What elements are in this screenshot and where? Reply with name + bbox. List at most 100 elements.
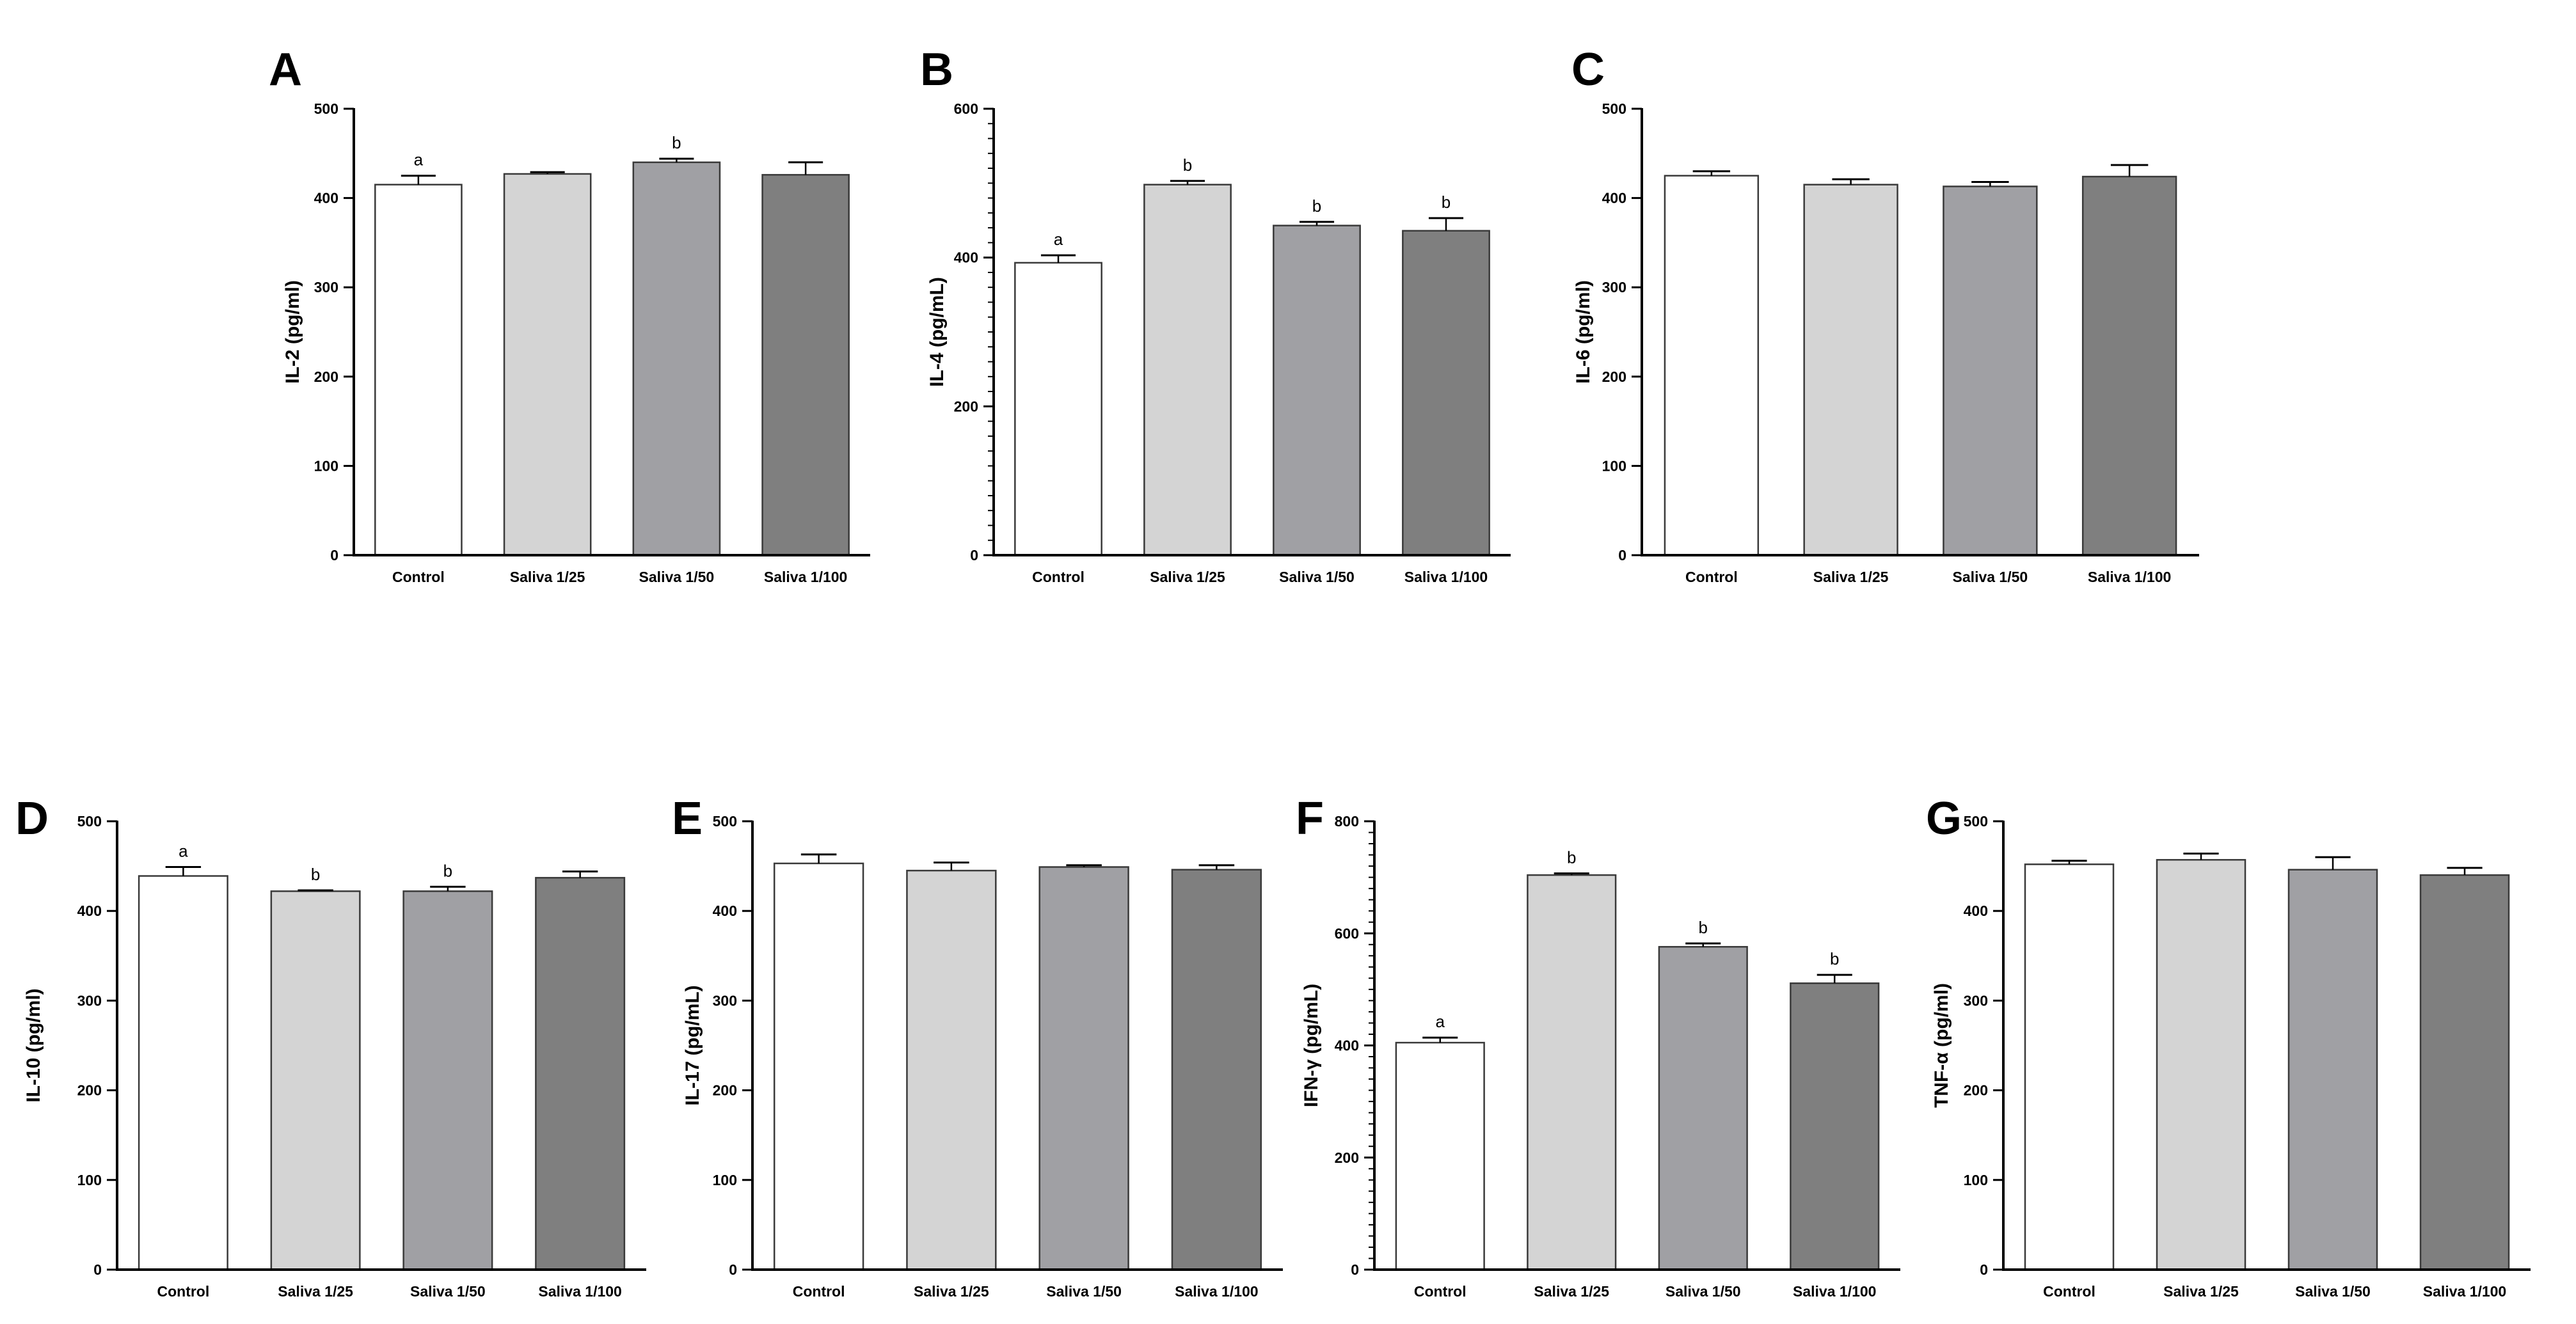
bar-g-4 — [2419, 874, 2510, 1271]
y-tick-label-c-400: 400 — [1602, 190, 1626, 207]
error-bar-c-2 — [1832, 178, 1870, 185]
bar-g-2 — [2156, 859, 2246, 1271]
y-tick-label-f-200: 200 — [1335, 1149, 1359, 1166]
bar-a-2 — [503, 173, 592, 556]
panel-b: B IL-4 (pg/mL) a Control b Saliva 1/25 b Saliva… — [920, 44, 1511, 585]
error-bar-f-2 — [1554, 872, 1589, 876]
y-tick-label-g-500: 500 — [1964, 813, 1988, 830]
category-label-f-1: Control — [1414, 1283, 1467, 1300]
panel-letter-d: D — [15, 793, 49, 844]
bar-d-1 — [138, 875, 228, 1271]
error-bar-b-2 — [1170, 180, 1205, 185]
error-bar-e-1 — [800, 853, 837, 863]
y-tick-label-a-500: 500 — [314, 100, 338, 117]
category-label-a-3: Saliva 1/50 — [639, 569, 715, 585]
significance-f-2: b — [1567, 847, 1576, 867]
category-label-b-2: Saliva 1/25 — [1150, 569, 1225, 585]
category-label-f-3: Saliva 1/50 — [1666, 1283, 1741, 1300]
y-tick-label-f-600: 600 — [1335, 925, 1359, 942]
significance-b-4: b — [1442, 193, 1451, 212]
y-tick-label-a-100: 100 — [314, 457, 338, 474]
category-label-e-3: Saliva 1/50 — [1046, 1283, 1122, 1300]
category-label-c-1: Control — [1685, 569, 1738, 585]
category-label-c-2: Saliva 1/25 — [1813, 569, 1889, 585]
category-label-d-3: Saliva 1/50 — [410, 1283, 486, 1300]
error-bar-a-4 — [788, 161, 823, 175]
category-label-g-3: Saliva 1/50 — [2295, 1283, 2371, 1300]
bar-a-4 — [761, 174, 850, 556]
y-tick-label-c-100: 100 — [1602, 457, 1626, 474]
bar-b-3 — [1273, 225, 1361, 556]
significance-a-3: b — [672, 133, 681, 152]
y-tick-label-c-500: 500 — [1602, 100, 1626, 117]
error-bar-b-3 — [1299, 221, 1335, 226]
significance-f-1: a — [1436, 1012, 1445, 1031]
y-tick-label-f-0: 0 — [1351, 1261, 1359, 1278]
bar-e-1 — [773, 862, 864, 1271]
category-label-a-4: Saliva 1/100 — [764, 569, 847, 585]
category-label-g-2: Saliva 1/25 — [2163, 1283, 2239, 1300]
y-tick-label-e-0: 0 — [729, 1261, 737, 1278]
y-tick-label-d-400: 400 — [77, 902, 102, 919]
category-label-d-4: Saliva 1/100 — [538, 1283, 621, 1300]
category-label-e-1: Control — [793, 1283, 845, 1300]
category-label-f-4: Saliva 1/100 — [1793, 1283, 1876, 1300]
panel-g: G TNF-α (pg/ml) Control Saliva 1/25 Saliva 1… — [1926, 793, 2531, 1300]
category-label-e-4: Saliva 1/100 — [1175, 1283, 1258, 1300]
y-tick-label-e-100: 100 — [713, 1172, 737, 1188]
bar-a-3 — [632, 161, 721, 556]
bar-c-1 — [1664, 175, 1760, 556]
category-label-b-4: Saliva 1/100 — [1404, 569, 1488, 585]
error-bar-g-3 — [2315, 856, 2351, 870]
y-tick-label-c-200: 200 — [1602, 368, 1626, 385]
error-bar-g-1 — [2051, 860, 2087, 865]
error-bar-g-4 — [2447, 867, 2483, 876]
bar-c-2 — [1803, 184, 1898, 556]
category-label-b-1: Control — [1032, 569, 1085, 585]
y-tick-label-c-300: 300 — [1602, 279, 1626, 296]
panel-letter-g: G — [1926, 793, 1962, 844]
error-bar-a-2 — [530, 171, 565, 174]
significance-d-2: b — [311, 865, 320, 884]
error-bar-e-3 — [1066, 864, 1102, 867]
y-tick-label-b-400: 400 — [954, 249, 978, 266]
category-label-c-3: Saliva 1/50 — [1953, 569, 2028, 585]
bar-e-3 — [1038, 866, 1129, 1271]
category-label-c-4: Saliva 1/100 — [2088, 569, 2171, 585]
error-bar-c-3 — [1971, 180, 2009, 187]
error-bar-d-3 — [430, 885, 466, 892]
error-bar-f-1 — [1422, 1036, 1458, 1043]
panel-c: C IL-6 (pg/ml) Control Saliva 1/25 Saliva 1/… — [1571, 44, 2199, 585]
bar-b-2 — [1143, 184, 1232, 556]
bar-b-1 — [1014, 262, 1102, 556]
bar-d-3 — [402, 890, 493, 1271]
y-axis-title-f: IFN-γ (pg/mL) — [1301, 984, 1322, 1107]
category-label-a-2: Saliva 1/25 — [510, 569, 585, 585]
y-tick-label-g-0: 0 — [1980, 1261, 1988, 1278]
bar-g-3 — [2287, 869, 2378, 1271]
error-bar-e-2 — [934, 861, 969, 871]
significance-b-1: a — [1054, 230, 1063, 249]
significance-d-3: b — [443, 861, 452, 880]
error-bar-f-4 — [1817, 973, 1852, 984]
error-bar-g-2 — [2183, 852, 2219, 860]
error-bar-f-3 — [1685, 942, 1721, 947]
significance-f-4: b — [1830, 949, 1839, 968]
category-label-g-1: Control — [2043, 1283, 2095, 1300]
category-label-e-2: Saliva 1/25 — [914, 1283, 989, 1300]
significance-b-2: b — [1183, 155, 1192, 175]
y-tick-label-b-600: 600 — [954, 100, 978, 117]
y-tick-label-d-500: 500 — [77, 813, 102, 830]
significance-b-3: b — [1312, 196, 1321, 216]
error-bar-a-3 — [659, 157, 694, 162]
bar-e-4 — [1171, 869, 1262, 1271]
significance-d-1: a — [179, 842, 188, 861]
significance-f-3: b — [1699, 918, 1708, 937]
bar-a-1 — [374, 184, 463, 556]
panel-letter-c: C — [1571, 44, 1605, 95]
y-axis-title-c: IL-6 (pg/ml) — [1573, 280, 1594, 384]
error-bar-b-1 — [1040, 254, 1076, 263]
bar-f-2 — [1527, 874, 1617, 1271]
y-axis-title-a: IL-2 (pg/ml) — [282, 280, 303, 384]
